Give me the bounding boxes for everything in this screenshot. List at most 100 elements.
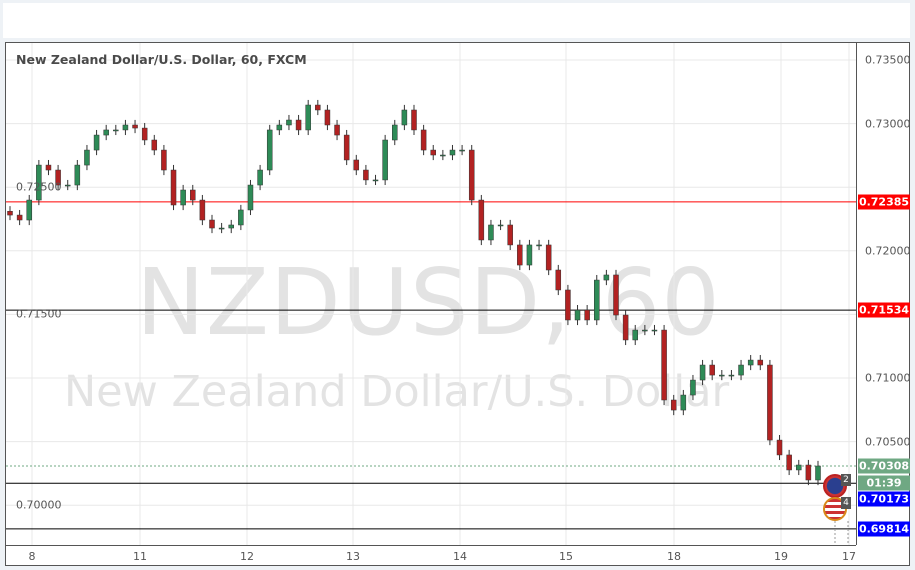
candle-body: [324, 109, 331, 126]
candle-body: [815, 465, 821, 481]
price-level-label: 0.72385: [858, 194, 910, 210]
event-count-badge: 4: [841, 497, 851, 509]
candle-body: [488, 224, 494, 241]
candle-body: [103, 129, 109, 136]
y-tick-label: 0.72000: [865, 244, 911, 258]
candle-body: [603, 274, 610, 281]
candle-body: [363, 169, 369, 181]
candle-body: [478, 199, 485, 241]
candle-body: [526, 244, 533, 266]
candle-body: [141, 127, 148, 141]
candle-body: [536, 244, 542, 247]
candle-body: [747, 359, 754, 366]
time-axis[interactable]: 8 11 12 13 14 15 18 19 17: [6, 545, 856, 566]
candle-body: [661, 329, 667, 401]
x-tick-label: 11: [133, 550, 147, 563]
candle-body: [286, 119, 292, 126]
candle-body: [190, 189, 196, 201]
candle-body: [276, 124, 283, 131]
candle-body: [728, 374, 735, 377]
candle-body: [757, 359, 764, 366]
x-tick-label: 8: [28, 550, 36, 563]
candle-body: [468, 149, 475, 201]
candle-body: [555, 269, 562, 291]
candle-body: [218, 227, 225, 230]
candle-body: [74, 164, 81, 186]
candle-body: [7, 210, 13, 216]
y-tick-label: 0.70000: [16, 498, 62, 512]
candle-body: [776, 439, 783, 456]
y-tick-label: 0.71500: [16, 307, 62, 321]
price-level-label: 0.71534: [858, 302, 910, 318]
candle-body: [266, 129, 273, 171]
candle-body: [151, 139, 158, 151]
candle-body: [84, 149, 90, 166]
x-tick-label: 15: [559, 550, 573, 563]
candle-body: [699, 364, 706, 381]
candle-body: [170, 169, 177, 206]
candle-body: [709, 364, 715, 376]
candle-body: [93, 134, 100, 151]
candle-body: [545, 244, 552, 271]
price-level-label: 0.69814: [858, 521, 910, 537]
y-tick-label: 0.72500: [16, 180, 62, 194]
candlestick-chart: [6, 43, 856, 545]
candle-body: [64, 184, 71, 187]
price-axis[interactable]: 0.73500 0.73000 0.72000 0.71000 0.70500: [856, 43, 911, 545]
candle-body: [738, 364, 744, 376]
candle-body: [517, 244, 523, 266]
candle-body: [401, 109, 408, 126]
candle-body: [209, 219, 215, 229]
candle-body: [680, 394, 687, 411]
candle-body: [343, 134, 350, 161]
y-tick-label: 0.71000: [865, 371, 911, 385]
candle-body: [670, 399, 677, 411]
watermark-symbol: NZDUSD, 60: [136, 249, 721, 356]
x-tick-label: 19: [774, 550, 788, 563]
candle-body: [238, 209, 244, 226]
candle-body: [594, 279, 600, 321]
candle-body: [372, 179, 379, 182]
y-tick-label: 0.70500: [865, 435, 911, 449]
chart-frame: [5, 42, 910, 566]
candle-body: [622, 314, 629, 341]
candle-body: [16, 214, 23, 221]
candle-body: [632, 329, 638, 341]
top-toolbar: [3, 3, 910, 38]
plot-area[interactable]: NZDUSD, 60 New Zealand Dollar/U.S. Dolla…: [6, 43, 856, 545]
candle-body: [565, 289, 571, 321]
candle-body: [315, 104, 321, 111]
x-tick-label: 12: [240, 550, 254, 563]
candle-body: [651, 329, 658, 332]
candle-body: [584, 309, 590, 321]
y-tick-label: 0.73500: [865, 53, 911, 67]
x-tick-label: 14: [453, 550, 467, 563]
candle-body: [805, 464, 812, 481]
candle-body: [26, 199, 32, 221]
candle-body: [247, 184, 254, 211]
candle-body: [392, 124, 398, 141]
candle-body: [430, 149, 436, 156]
x-tick-label: 18: [667, 550, 681, 563]
bar-countdown-label: 01:39: [858, 475, 910, 491]
candle-body: [719, 374, 725, 377]
candle-body: [45, 164, 52, 171]
candle-body: [796, 464, 802, 471]
event-count-badge: 2: [841, 474, 851, 486]
candle-body: [353, 159, 360, 171]
candle-body: [507, 224, 513, 246]
candle-body: [574, 309, 581, 321]
candle-body: [305, 104, 311, 131]
candle-body: [690, 379, 696, 396]
candle-body: [334, 124, 340, 136]
candle-body: [257, 169, 263, 186]
candle-body: [122, 124, 129, 131]
x-tick-label: 13: [346, 550, 360, 563]
candle-body: [411, 109, 417, 131]
candle-body: [55, 169, 61, 186]
candle-body: [459, 149, 465, 152]
y-tick-label: 0.73000: [865, 117, 911, 131]
price-level-label: 0.70173: [858, 491, 910, 507]
candle-body: [449, 149, 456, 156]
candle-body: [786, 454, 792, 471]
